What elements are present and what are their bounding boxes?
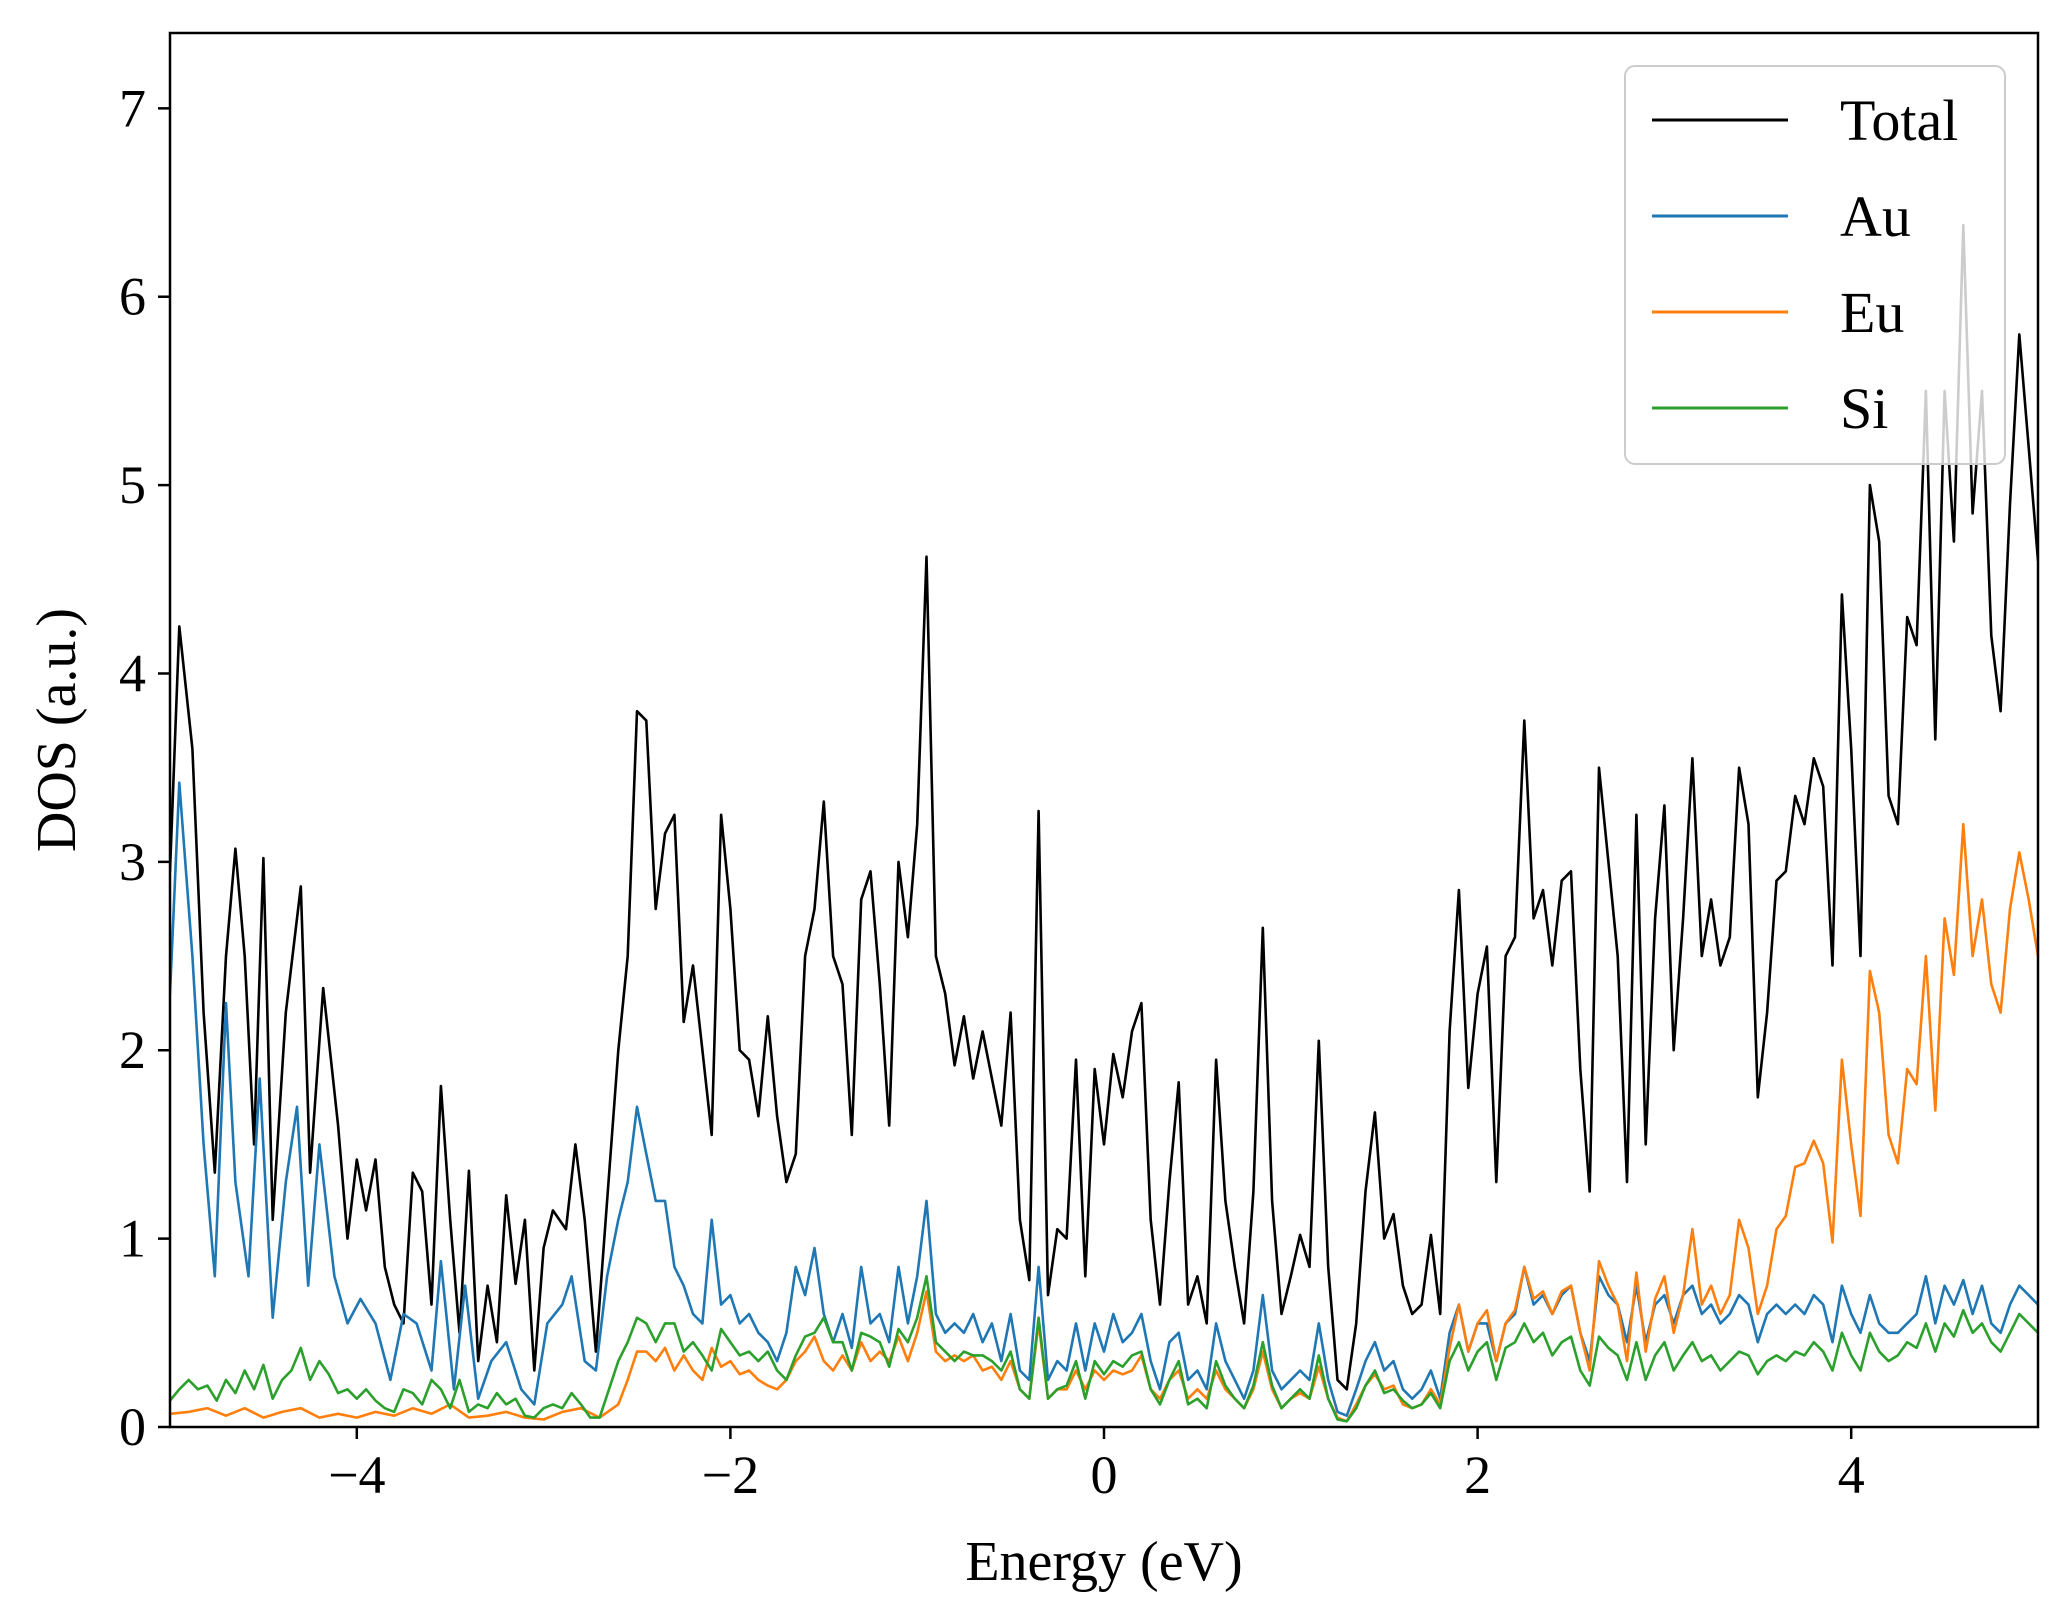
legend: Total Au Eu Si	[1624, 65, 2006, 465]
legend-label-total: Total	[1840, 88, 1958, 153]
legend-label-eu: Eu	[1840, 280, 1904, 345]
x-tick-label: 0	[1091, 1445, 1118, 1505]
y-tick-label: 7	[119, 78, 146, 138]
series-line-au	[170, 781, 2038, 1417]
y-tick-label: 3	[119, 832, 146, 892]
y-tick-label: 0	[119, 1397, 146, 1457]
series-layer	[170, 223, 2038, 1423]
y-tick-label: 1	[119, 1209, 146, 1269]
x-tick-label: 4	[1838, 1445, 1865, 1505]
x-tick-label: 2	[1464, 1445, 1491, 1505]
legend-label-au: Au	[1840, 184, 1911, 249]
y-tick-label: 6	[119, 267, 146, 327]
y-tick-label: 4	[119, 643, 146, 703]
legend-box	[1624, 65, 2006, 465]
y-tick-label: 5	[119, 455, 146, 515]
ticks-layer: −4 −2 0 2 4 0 1 2 3 4 5 6 7	[119, 78, 1865, 1505]
x-tick-label: −2	[702, 1445, 759, 1505]
x-axis-label: Energy (eV)	[965, 1531, 1242, 1593]
series-line-eu	[170, 822, 2038, 1423]
y-tick-label: 2	[119, 1020, 146, 1080]
series-line-total	[170, 223, 2038, 1391]
series-line-si	[170, 1275, 2038, 1423]
x-tick-label: −4	[328, 1445, 385, 1505]
y-axis-label: DOS (a.u.)	[26, 608, 88, 852]
legend-label-si: Si	[1840, 376, 1888, 441]
